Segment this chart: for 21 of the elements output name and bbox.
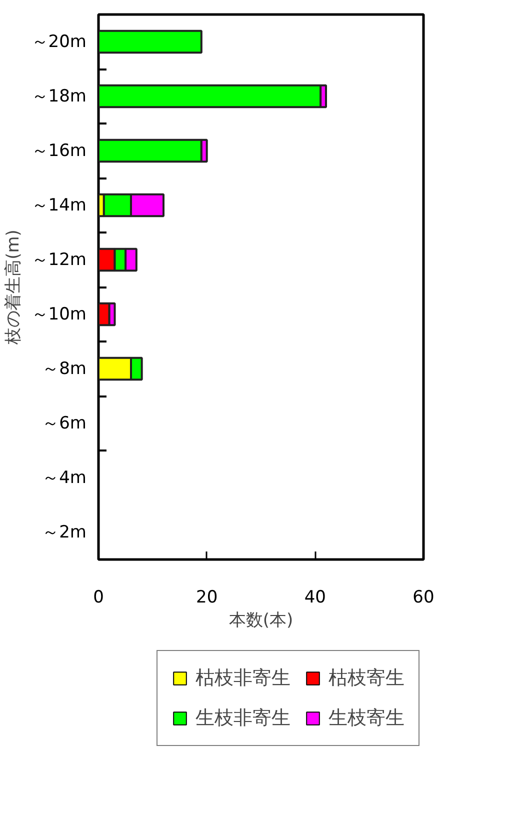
y-tick-label: ～2m xyxy=(42,522,87,542)
y-tick-label: ～12m xyxy=(31,250,87,270)
y-tick-label: ～18m xyxy=(31,86,87,106)
y-tick-label: ～20m xyxy=(31,32,87,52)
y-tick-label: ～6m xyxy=(42,413,87,434)
x-tick-label: 40 xyxy=(304,588,326,608)
y-tick-label: ～4m xyxy=(42,468,87,488)
x-tick-label: 20 xyxy=(196,588,218,608)
y-tick-label: ～14m xyxy=(31,195,87,216)
legend-label: 生枝寄生 xyxy=(328,706,404,731)
legend-label: 枯枝非寄生 xyxy=(196,666,290,691)
y-axis-title: 枝の着生高(m) xyxy=(3,230,24,346)
x-axis-title: 本数(本) xyxy=(228,610,294,630)
y-tick-label: ～8m xyxy=(42,358,87,379)
legend-label: 生枝非寄生 xyxy=(196,706,290,731)
y-tick-label: ～16m xyxy=(31,140,87,161)
x-tick-label: 60 xyxy=(412,588,434,608)
y-tick-label: ～10m xyxy=(31,304,87,324)
x-tick-label: 0 xyxy=(93,588,104,608)
bar xyxy=(98,30,202,54)
legend-label: 枯枝寄生 xyxy=(328,666,404,691)
